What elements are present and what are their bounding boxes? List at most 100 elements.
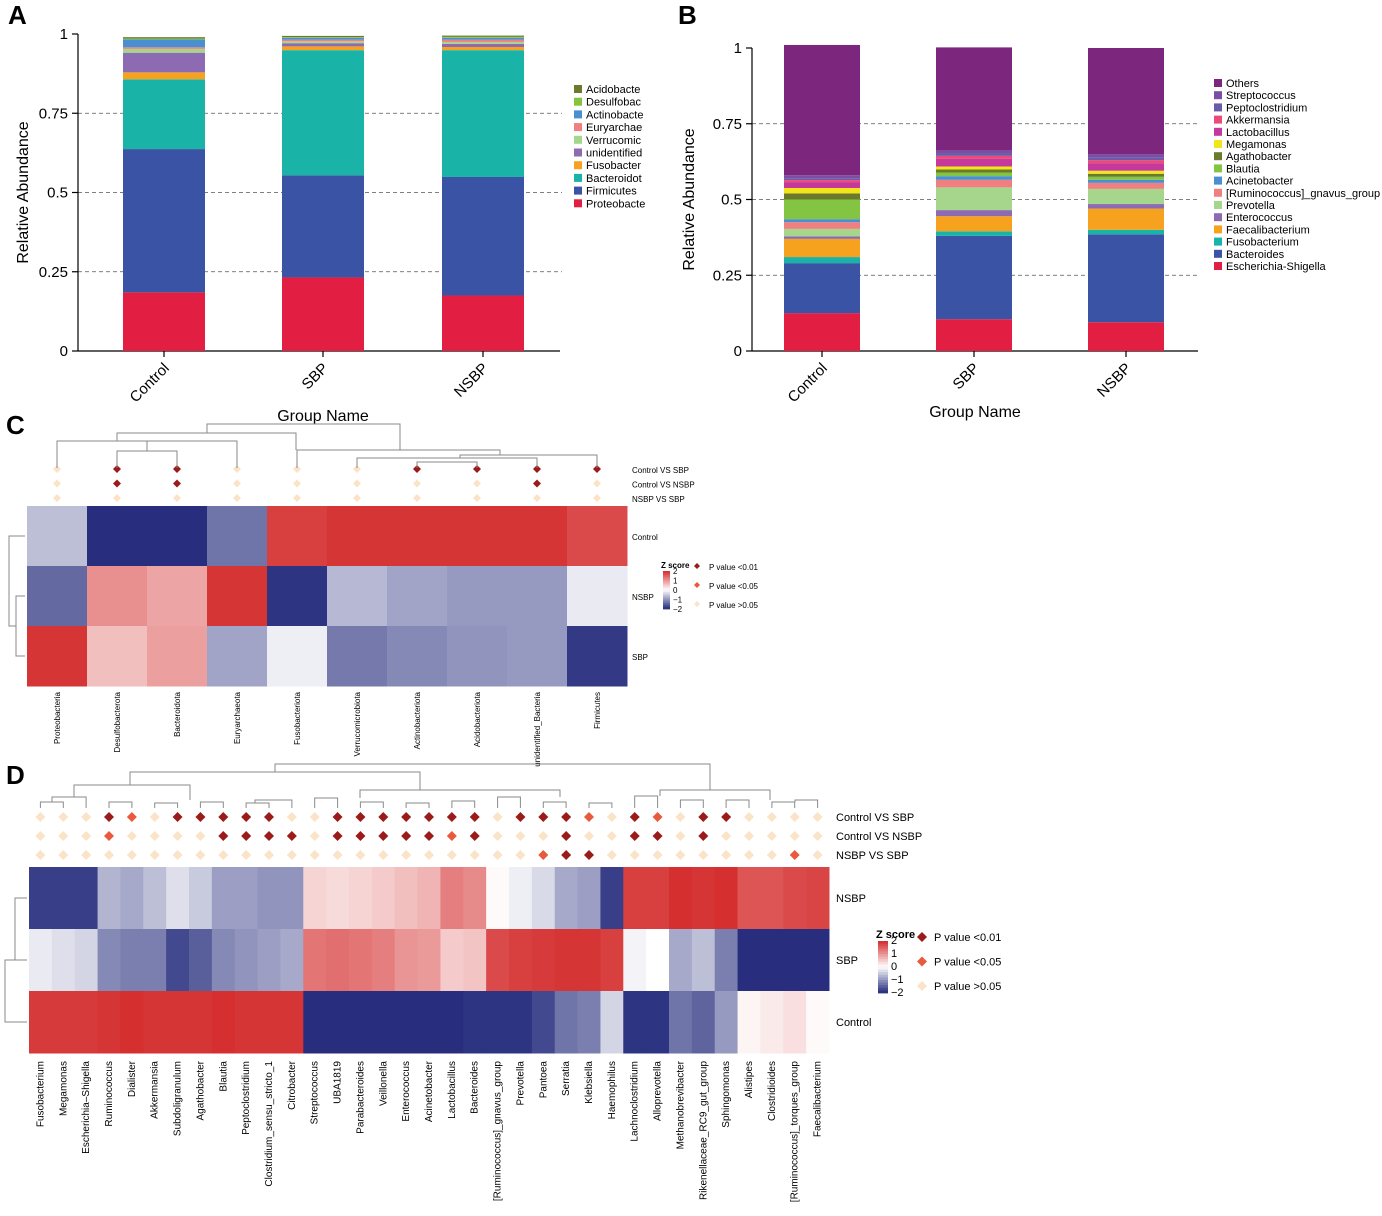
legend-label: Firmicutes (586, 186, 637, 198)
column-label: Euryarchaeota (233, 691, 242, 744)
significance-marker (355, 831, 366, 841)
bar-segment (282, 41, 364, 44)
bar-segment (936, 172, 1012, 177)
bar-segment (936, 235, 1012, 320)
heatmap-cell (166, 991, 190, 1054)
legend-swatch (574, 97, 582, 106)
bar-segment (1088, 160, 1164, 164)
legend-gradient-step (878, 969, 888, 973)
legend-gradient-step (878, 972, 888, 976)
dendrogram-branch (39, 801, 64, 808)
significance-marker (593, 479, 601, 488)
significance-marker (172, 812, 183, 822)
column-dendrogram (56, 423, 598, 468)
comparison-label: Control VS NSBP (836, 831, 922, 843)
significance-marker (744, 850, 754, 860)
bar-segment (123, 48, 205, 53)
legend-gradient-step (663, 591, 670, 595)
heatmap-cell (327, 626, 388, 687)
significance-marker (413, 479, 421, 488)
legend-swatch (1214, 201, 1222, 209)
legend-swatch (1214, 152, 1222, 161)
heatmap-cell (211, 991, 236, 1054)
dendrogram-branch (725, 799, 750, 808)
x-tick-label: SBP (299, 360, 332, 393)
heatmap-cell (303, 867, 327, 930)
legend-label: Prevotella (1226, 200, 1276, 212)
significance-marker (424, 850, 434, 860)
heatmap-cell (371, 867, 396, 930)
legend-gradient-step (663, 607, 670, 610)
significance-marker (469, 831, 480, 841)
significance-marker (378, 812, 389, 822)
dendrogram-branch (416, 461, 478, 468)
bar-segment (442, 37, 524, 40)
significance-marker (35, 850, 46, 860)
heatmap-cell (371, 929, 396, 992)
significance-marker (538, 850, 549, 860)
bar-segment (442, 36, 524, 38)
legend-label: P value <0.01 (709, 563, 759, 572)
column-label: Sphingomonas (721, 1061, 732, 1128)
row-label: NSBP (836, 893, 866, 905)
significance-marker (606, 850, 617, 860)
legend-gradient-step (878, 948, 888, 952)
bar-segment (282, 39, 364, 42)
legend-gradient-step (878, 977, 888, 981)
dendrogram-branch (245, 802, 270, 808)
legend-tick: 1 (891, 948, 897, 960)
significance-marker (264, 831, 274, 841)
significance-marker (286, 812, 297, 822)
significance-marker (789, 831, 800, 841)
legend-gradient-step (663, 571, 670, 574)
legend-label: Fusobacter (586, 160, 641, 172)
heatmap-cell (447, 506, 508, 567)
legend-swatch (1214, 237, 1222, 246)
panel-b: B 0 0.25 0.5 0.75 1 Control SBP NSBP Relative Abu… (678, 0, 1380, 421)
significance-marker (58, 850, 69, 860)
bar-segment (1088, 182, 1164, 189)
legend-swatch (1214, 249, 1222, 258)
significance-marker (293, 494, 301, 502)
heatmap-cell (189, 991, 213, 1054)
column-label: Agathobacter (195, 1060, 206, 1120)
heatmap-cell (760, 929, 784, 992)
significance-marker (104, 812, 114, 822)
legend-gradient-step (663, 572, 670, 576)
heatmap-cell (714, 867, 739, 930)
significance-marker (218, 812, 229, 822)
heatmap-cell (669, 867, 693, 930)
significance-marker (233, 494, 241, 502)
legend-label: [Ruminococcus]_gnavus_group (1226, 188, 1380, 200)
x-tick-label: SBP (950, 360, 983, 393)
legend-swatch (574, 123, 582, 132)
heatmap-cell (577, 929, 601, 992)
legend-marker (917, 932, 927, 942)
significance-marker (233, 465, 241, 473)
significance-marker (721, 812, 732, 822)
heatmap-cell (600, 991, 624, 1054)
heatmap-cell (189, 929, 213, 992)
legend-gradient-step (663, 574, 670, 578)
significance-marker (698, 831, 709, 841)
heatmap-cell (349, 929, 373, 992)
heatmap-cell (234, 929, 259, 992)
bar-segment (1088, 48, 1164, 155)
significance-marker (286, 831, 297, 841)
significance-marker (593, 494, 601, 502)
significance-marker (293, 479, 301, 488)
heatmap-cell (577, 991, 601, 1054)
heatmap-cell (417, 867, 441, 930)
bar-segment (1088, 154, 1164, 158)
significance-marker (104, 850, 114, 860)
legend-title: Z score (876, 929, 915, 941)
dendrogram-branch (771, 801, 796, 808)
bar-segment (442, 46, 524, 51)
significance-marker (766, 812, 777, 822)
dendrogram-branch (794, 799, 819, 808)
heatmap-cell (349, 991, 373, 1054)
significance-marker (195, 831, 206, 841)
legend-swatch (574, 199, 582, 208)
legend-swatch (574, 148, 582, 157)
